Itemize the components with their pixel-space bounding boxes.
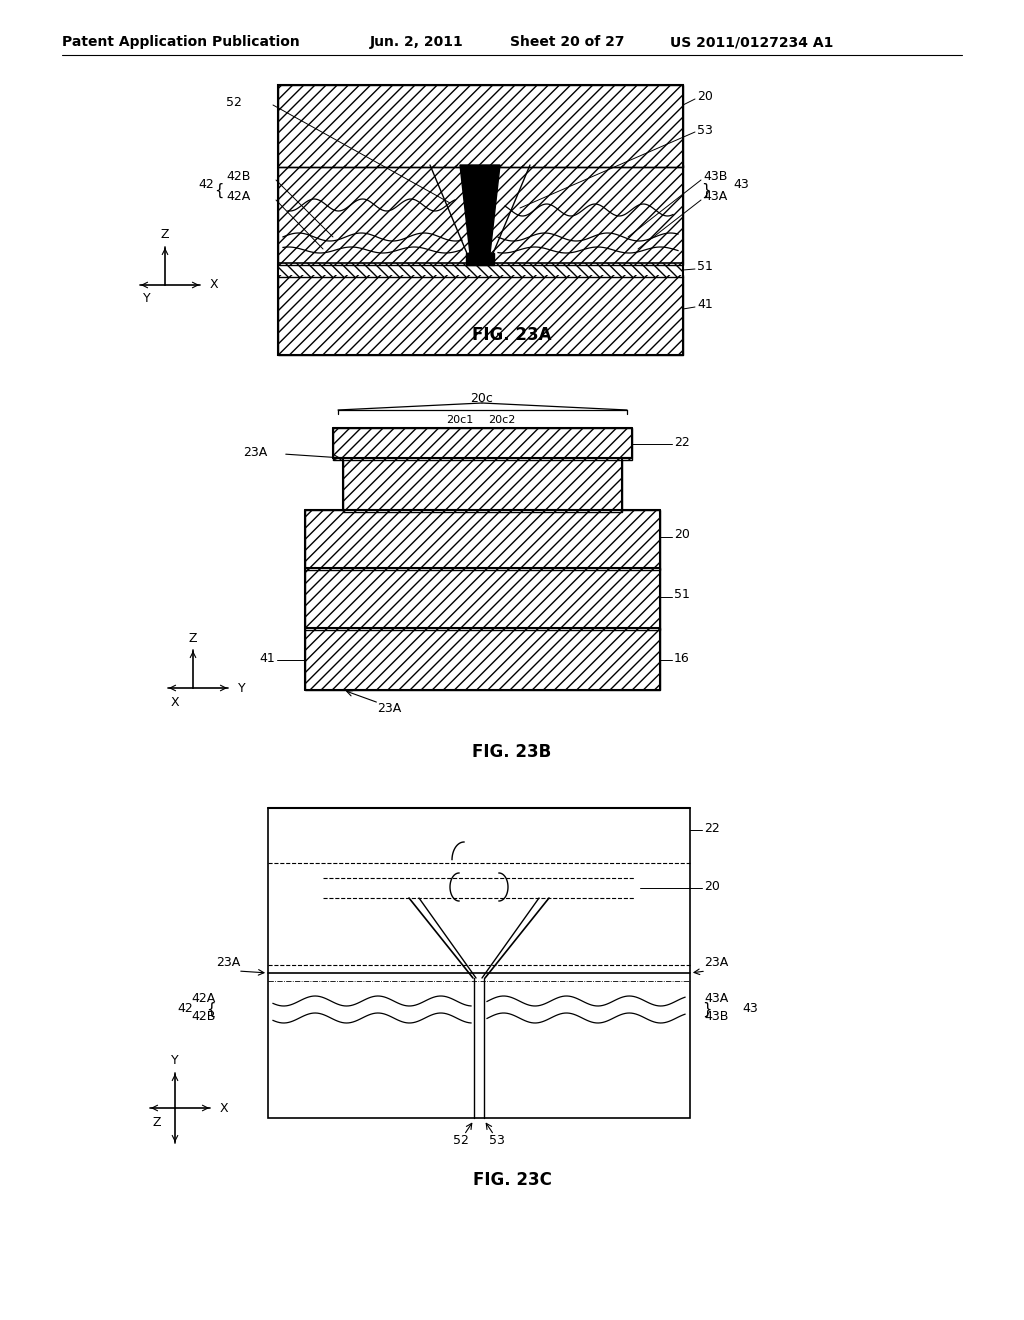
Text: 23A: 23A [705,957,728,969]
Text: FIG. 23C: FIG. 23C [472,1171,552,1189]
Text: 20c2: 20c2 [488,414,516,425]
Bar [278,275,683,355]
Text: X: X [220,1101,228,1114]
Text: 53: 53 [697,124,713,136]
Text: 42: 42 [177,1002,193,1015]
Bar [268,808,690,1118]
Text: 41: 41 [259,652,275,664]
Text: US 2011/0127234 A1: US 2011/0127234 A1 [670,36,834,49]
Text: 20c1: 20c1 [446,414,474,425]
Text: 41: 41 [697,298,713,312]
Text: 20c: 20c [471,392,494,404]
Text: }: } [702,1002,712,1018]
Text: 20: 20 [705,879,720,892]
Text: 42B: 42B [226,170,251,183]
Text: 16: 16 [674,652,690,664]
Text: 53: 53 [489,1134,505,1147]
Text: Y: Y [238,681,246,694]
Bar [278,84,683,168]
Text: Z: Z [161,228,169,242]
Text: 23A: 23A [243,446,267,458]
Bar [278,263,683,277]
Text: 42A: 42A [226,190,250,203]
Text: 20: 20 [697,91,713,103]
Text: Z: Z [153,1115,161,1129]
Text: X: X [171,696,179,709]
Text: Y: Y [143,293,151,305]
Text: {: { [207,1002,216,1018]
Bar [305,510,660,570]
Text: 51: 51 [674,589,690,602]
Text: 43: 43 [733,178,749,191]
Bar [333,428,632,459]
Text: Y: Y [171,1055,179,1068]
Text: 23A: 23A [216,957,241,969]
Bar [305,568,660,630]
Text: 23A: 23A [377,701,401,714]
Bar [278,84,683,355]
Text: 42: 42 [198,178,214,191]
Bar [278,165,683,265]
Text: FIG. 23B: FIG. 23B [472,743,552,762]
Text: FIG. 23A: FIG. 23A [472,326,552,345]
Text: }: } [701,182,711,198]
Text: 20: 20 [674,528,690,541]
Bar [278,263,683,277]
Text: Patent Application Publication: Patent Application Publication [62,36,300,49]
Text: 43A: 43A [703,190,727,203]
Text: 51: 51 [697,260,713,273]
Text: {: { [214,182,223,198]
Bar [305,510,660,570]
Bar [305,628,660,690]
Bar [343,458,622,512]
Bar [466,253,494,265]
Text: 43B: 43B [703,170,727,183]
Bar [305,628,660,690]
Bar [305,568,660,630]
Text: 43: 43 [742,1002,758,1015]
Text: 43A: 43A [705,993,728,1006]
Text: 22: 22 [705,821,720,834]
Text: X: X [210,279,219,292]
Bar [278,165,683,265]
Text: 42B: 42B [191,1010,216,1023]
Text: 52: 52 [226,96,242,110]
Text: 42A: 42A [191,993,216,1006]
Bar [278,84,683,168]
Text: Sheet 20 of 27: Sheet 20 of 27 [510,36,625,49]
Text: Z: Z [188,631,198,644]
Text: 52: 52 [453,1134,469,1147]
Bar [278,275,683,355]
Polygon shape [460,165,500,263]
Text: 22: 22 [674,436,690,449]
Text: 43B: 43B [705,1010,728,1023]
Bar [333,428,632,459]
Bar [343,458,622,512]
Text: Jun. 2, 2011: Jun. 2, 2011 [370,36,464,49]
